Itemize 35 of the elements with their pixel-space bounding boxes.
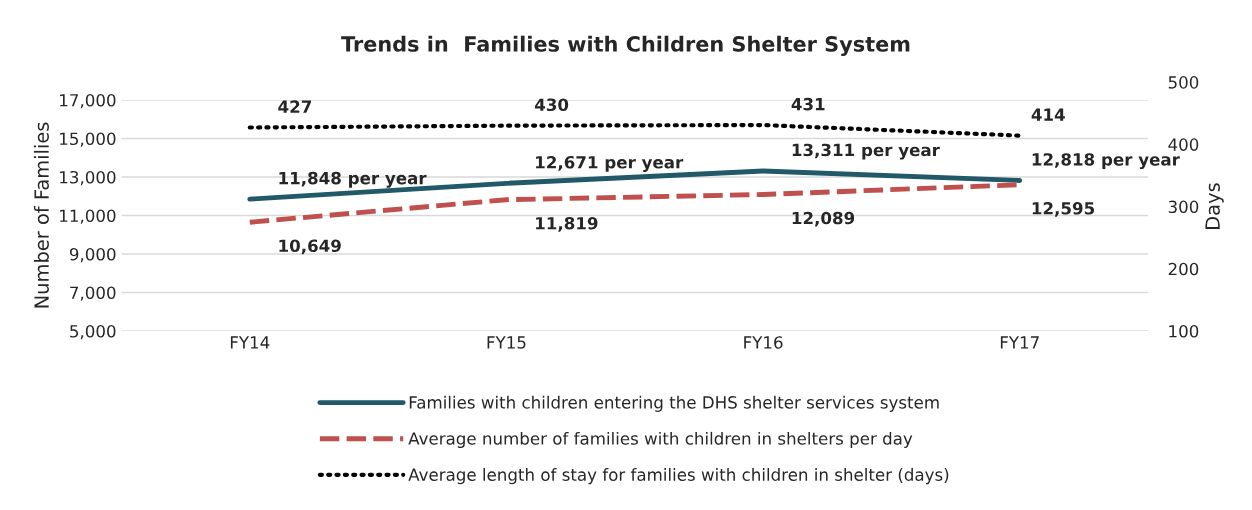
x-tick-label: FY17	[1000, 336, 1039, 349]
y-axis-title: Number of Families	[33, 122, 49, 308]
data-label: 430	[534, 98, 569, 112]
y-tick-label: 5,000	[70, 324, 116, 340]
y-tick-label: 17,000	[60, 93, 116, 109]
data-label: 431	[791, 97, 825, 111]
chart-title: Trends in Families with Children Shelter System	[341, 35, 910, 57]
y2-tick-label: 300	[1168, 200, 1199, 214]
y2-tick-label: 200	[1168, 262, 1199, 276]
data-label: 12,818 per year	[1032, 153, 1180, 170]
data-label: 12,089	[792, 211, 855, 227]
x-tick-label: FY15	[487, 336, 526, 349]
y-tick-label: 11,000	[60, 209, 116, 224]
data-label: 11,848 per year	[279, 171, 427, 188]
data-label: 12,671 per year	[536, 155, 684, 172]
y2-axis-title: Days	[1205, 183, 1224, 229]
y2-tick-label: 500	[1168, 76, 1199, 89]
legend-label: Average number of families with children in shelters per day	[408, 431, 913, 449]
y-tick-label: 13,000	[60, 170, 116, 186]
data-label: 10,649	[279, 239, 341, 255]
legend-label: Average length of stay for families with children in shelter (days)	[408, 468, 949, 485]
line-series	[247, 122, 1022, 138]
data-label: 427	[278, 100, 312, 113]
y-tick-label: 15,000	[60, 132, 116, 147]
data-label: 414	[1031, 108, 1065, 121]
y-tick-label: 7,000	[70, 286, 116, 301]
y2-tick-label: 400	[1168, 138, 1199, 151]
x-tick-label: FY16	[744, 336, 783, 349]
y-tick-label: 9,000	[69, 247, 116, 263]
y2-tick-label: 100	[1169, 324, 1199, 338]
data-label: 11,819	[536, 216, 598, 232]
data-label: 13,311 per year	[792, 143, 940, 160]
data-label: 12,595	[1032, 202, 1095, 217]
legend-label: Families with children entering the DHS shelter services system	[409, 395, 939, 412]
x-tick-label: FY14	[230, 336, 270, 349]
